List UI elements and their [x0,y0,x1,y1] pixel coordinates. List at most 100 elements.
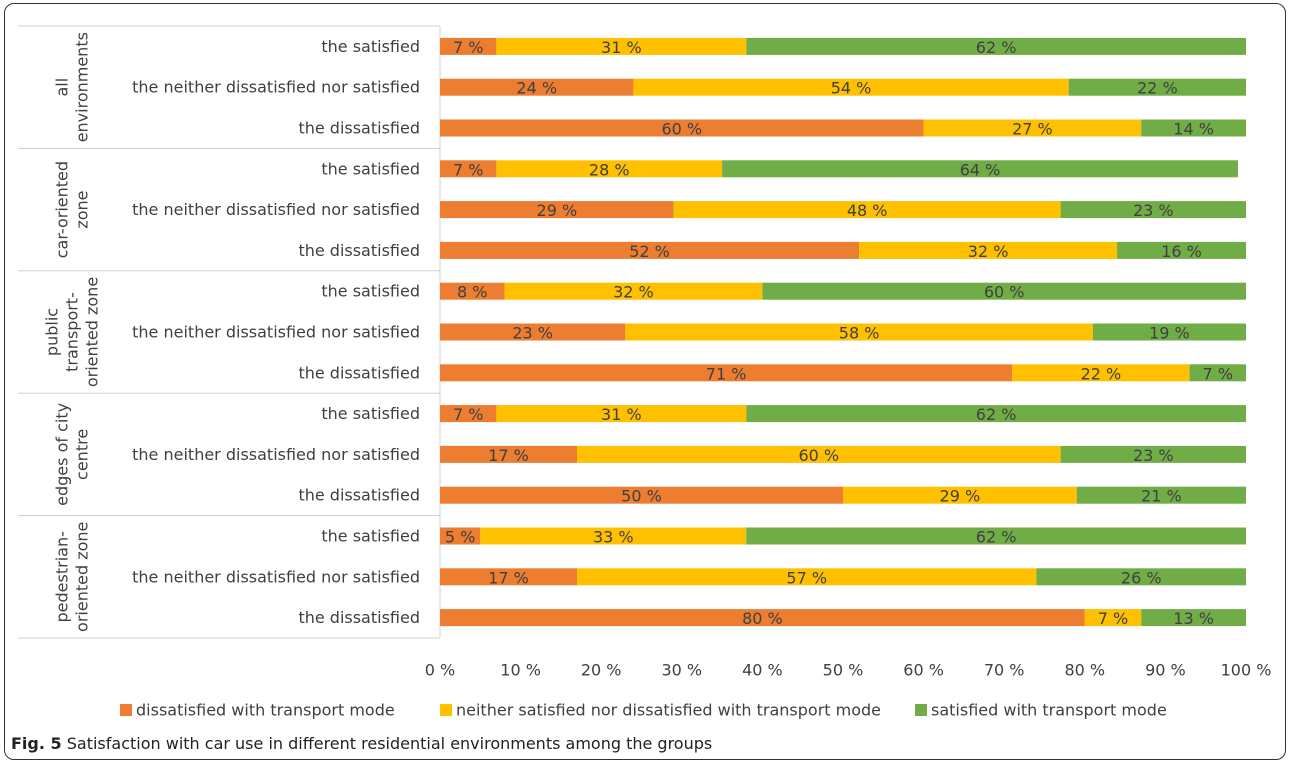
bar-segment [1068,78,1246,96]
data-label: 21 % [1141,487,1182,506]
bar-segment [843,486,1077,504]
bar-segment [923,119,1142,137]
bar-segment [577,568,1037,586]
data-label: 64 % [960,160,1001,179]
data-label: 14 % [1173,120,1214,139]
bar-segment [673,201,1061,219]
x-tick-label: 90 % [1145,661,1186,680]
data-label: 29 % [537,201,578,220]
bar-segment [577,445,1061,463]
category-label: the neither dissatisfied nor satisfied [132,78,420,97]
data-label: 48 % [847,201,888,220]
bar-segment [496,37,747,55]
x-tick-label: 30 % [661,661,702,680]
data-label: 23 % [512,324,553,343]
category-label: the dissatisfied [298,363,420,382]
bar-segment [440,78,634,96]
x-tick-label: 60 % [903,661,944,680]
x-tick-label: 50 % [823,661,864,680]
bar-segment [440,568,578,586]
data-label: 60 % [798,446,839,465]
bar-segment [746,37,1246,55]
data-label: 23 % [1133,201,1174,220]
category-label: the neither dissatisfied nor satisfied [132,200,420,219]
data-label: 60 % [661,120,702,139]
data-label: 22 % [1081,364,1122,383]
bar-segment [1092,323,1246,341]
bar-segment [440,445,578,463]
data-label: 58 % [839,324,880,343]
data-label: 22 % [1137,79,1178,98]
category-label: the dissatisfied [298,608,420,627]
data-label: 8 % [457,283,487,302]
data-label: 33 % [593,528,634,547]
category-label: the satisfied [321,404,420,423]
x-tick-label: 80 % [1064,661,1105,680]
data-label: 62 % [976,38,1017,57]
bar-segment [496,160,723,178]
data-label: 50 % [621,487,662,506]
data-label: 27 % [1012,120,1053,139]
category-label: the satisfied [321,37,420,56]
bar-segment [440,37,497,55]
bar-segment [496,405,747,423]
legend-label: neither satisfied nor dissatisfied with … [456,701,881,720]
bar-segment [440,527,481,545]
figure-caption: Fig. 5 Satisfaction with car use in diff… [11,734,712,753]
bar-segment [504,282,763,300]
data-label: 5 % [445,528,475,547]
data-label: 31 % [601,38,642,57]
data-label: 13 % [1173,609,1214,628]
bar-segment [440,282,505,300]
bar-segment [746,405,1246,423]
bar-segment [859,241,1118,259]
group-label: publictransport-oriented zone [43,277,102,387]
category-label: the satisfied [321,527,420,546]
bar-segment [1060,201,1246,219]
legend-swatch [915,704,927,716]
data-label: 28 % [589,160,630,179]
bar-segment [633,78,1069,96]
data-label: 16 % [1161,242,1202,261]
data-label: 23 % [1133,446,1174,465]
group-label: edges of citycentre [53,403,92,506]
data-label: 17 % [488,568,529,587]
data-label: 57 % [786,568,827,587]
group-label: pedestrian-oriented zone [53,522,92,632]
x-tick-label: 20 % [581,661,622,680]
data-label: 29 % [940,487,981,506]
category-label: the dissatisfied [298,486,420,505]
x-tick-label: 40 % [742,661,783,680]
data-label: 32 % [613,283,654,302]
x-tick-label: 0 % [425,661,455,680]
group-label: allenvironments [53,32,92,142]
bar-segment [440,241,860,259]
bar-segment [1076,486,1246,504]
data-label: 7 % [453,160,483,179]
category-label: the neither dissatisfied nor satisfied [132,567,420,586]
data-label: 7 % [453,405,483,424]
x-tick-label: 10 % [500,661,541,680]
bar-segment [440,486,843,504]
bar-segment [1060,445,1246,463]
bar-segment [746,527,1246,545]
legend-label: satisfied with transport mode [931,701,1167,720]
bar-segment [1141,609,1246,627]
data-label: 7 % [1203,364,1233,383]
bar-segment [440,323,626,341]
bar-segment [480,527,747,545]
bar-segment [722,160,1238,178]
legend-swatch [120,704,132,716]
data-label: 62 % [976,528,1017,547]
figure-frame [4,3,1286,760]
data-label: 7 % [1098,609,1128,628]
category-label: the dissatisfied [298,241,420,260]
legend-swatch [440,704,452,716]
bar-segment [440,160,497,178]
bar-segment [440,201,674,219]
bar-segment [1141,119,1246,137]
bar-segment [440,364,1013,382]
group-label: car-orientedzone [53,161,92,258]
data-label: 60 % [984,283,1025,302]
category-label: the dissatisfied [298,119,420,138]
